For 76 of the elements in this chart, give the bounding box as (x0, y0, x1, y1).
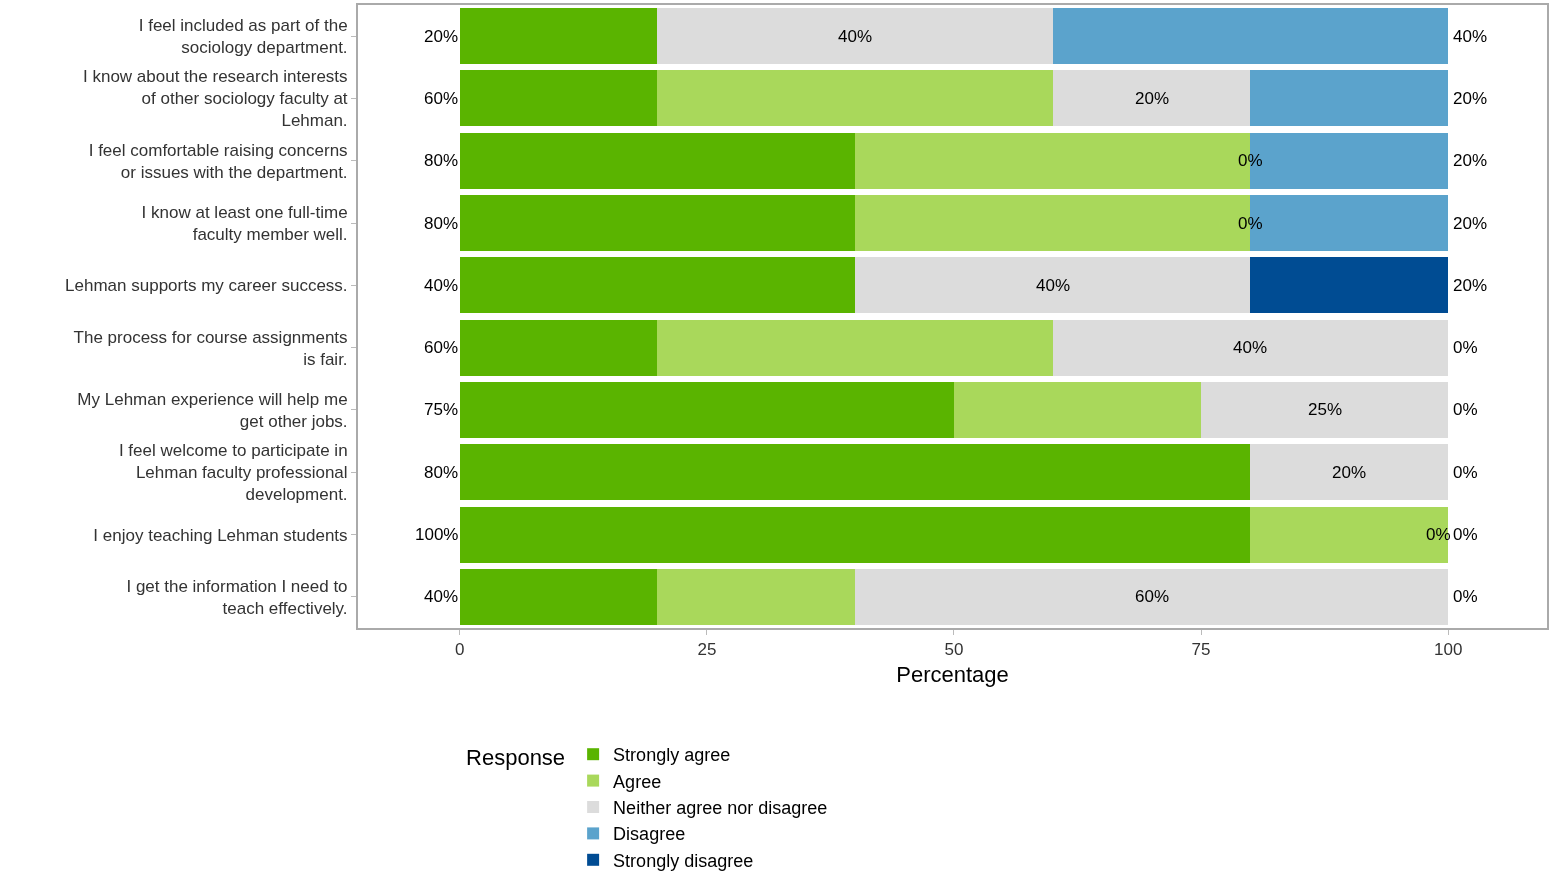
legend-label: Neither agree nor disagree (613, 798, 828, 819)
bar (459, 132, 856, 189)
annotation: 60% (424, 89, 459, 108)
annotation: 40% (1453, 27, 1488, 46)
bar (459, 195, 856, 252)
annotation: 60% (424, 338, 459, 357)
annotation: 20% (1135, 89, 1170, 108)
annotation: 0% (1238, 214, 1263, 233)
bar (953, 381, 1202, 438)
annotation: 0% (1453, 400, 1478, 419)
annotation: 40% (424, 587, 459, 606)
bar (855, 257, 1251, 314)
annotation: 25% (1308, 400, 1343, 419)
bar (1052, 8, 1449, 65)
annotation: 75% (424, 400, 459, 419)
annotation: 80% (424, 214, 459, 233)
y-tick-label: The process for course assignments is fair. (73, 327, 348, 369)
bar (459, 319, 658, 376)
bar (459, 257, 856, 314)
annotation: 80% (424, 463, 459, 482)
x-tick-label: 50 (944, 640, 964, 660)
bar (1052, 319, 1449, 376)
bar (1250, 506, 1449, 563)
annotation: 80% (424, 151, 459, 170)
annotation: 40% (1233, 338, 1268, 357)
annotation: 40% (424, 276, 459, 295)
y-tick-label: My Lehman experience will help me get other jobs. (77, 389, 348, 431)
bar (1250, 444, 1449, 501)
y-tick-label: Lehman supports my career success. (65, 276, 348, 296)
y-tick-label: I know at least one full-time faculty member well. (141, 202, 348, 245)
bar (459, 506, 1251, 563)
annotation: 20% (1453, 276, 1488, 295)
x-tick-label: 0 (455, 640, 465, 660)
legend-label: Strongly agree (613, 745, 731, 766)
annotation: 100% (415, 525, 459, 544)
annotation: 0% (1453, 587, 1478, 606)
annotation: 20% (1332, 463, 1367, 482)
bar (855, 568, 1449, 625)
bar (657, 70, 1053, 127)
annotation: 0% (1453, 463, 1478, 482)
x-axis-title: Percentage (896, 661, 1009, 687)
legend-label: Agree (613, 771, 662, 792)
annotation: 60% (1135, 587, 1170, 606)
annotation: 20% (1453, 214, 1488, 233)
bar (459, 568, 658, 625)
annotation: 20% (1453, 89, 1488, 108)
bar (1250, 257, 1449, 314)
bar (459, 8, 658, 65)
annotation: 0% (1453, 338, 1478, 357)
y-tick-label: I feel comfortable raising concerns or issues with the department. (88, 140, 348, 182)
annotation: 20% (1453, 151, 1488, 170)
annotation: 40% (1036, 276, 1071, 295)
bar (657, 568, 856, 625)
bar (459, 444, 1251, 501)
annotation: 20% (424, 27, 459, 46)
bar (1052, 70, 1251, 127)
legend-label: Strongly disagree (613, 850, 754, 871)
x-tick-label: 100 (1433, 640, 1463, 660)
annotation: 40% (838, 27, 873, 46)
x-tick-label: 75 (1191, 640, 1211, 660)
bar (657, 319, 1053, 376)
y-tick-label: I feel welcome to participate in Lehman faculty professional development. (118, 441, 348, 505)
legend-label: Disagree (613, 824, 686, 845)
y-tick-label: I feel included as part of the sociology department. (138, 16, 348, 58)
y-tick-label: I get the information I need to teach effectively. (126, 576, 348, 618)
bar (1250, 70, 1449, 127)
bar (459, 381, 954, 438)
x-tick-label: 25 (697, 640, 717, 660)
bar (657, 8, 1053, 65)
bar (1201, 381, 1449, 438)
annotation: 0% (1453, 525, 1478, 544)
legend-title: Response (466, 744, 566, 770)
y-tick-label: I know about the research interests of other sociology faculty at Lehman. (83, 67, 348, 131)
y-tick-label: I enjoy teaching Lehman students (93, 525, 348, 545)
annotation: 0% (1238, 151, 1263, 170)
bar (459, 70, 658, 127)
